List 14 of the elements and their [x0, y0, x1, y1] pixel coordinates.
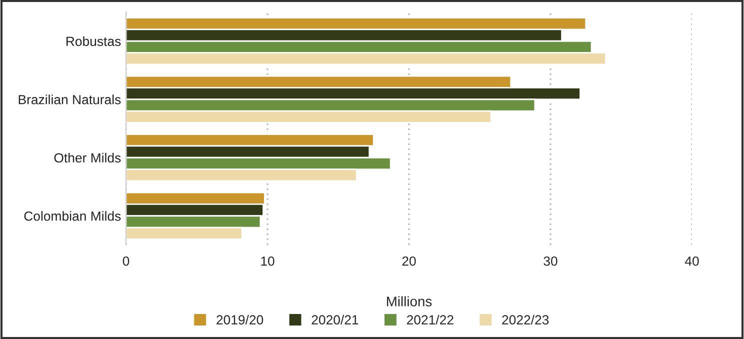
x-axis-title: Millions: [386, 296, 432, 306]
y-tick-label: Colombian Milds: [24, 211, 121, 221]
x-tick-label: 0: [122, 256, 130, 266]
y-tick-label: Other Milds: [54, 152, 121, 163]
legend-label: 2021/22: [406, 314, 454, 325]
legend-label: 2020/21: [312, 314, 358, 325]
y-tick-label: Robustas: [66, 36, 121, 46]
x-tick-label: 40: [684, 256, 699, 266]
legend-label: 2022/23: [502, 314, 549, 325]
y-tick-label: Brazilian Naturals: [18, 94, 121, 104]
x-tick-label: 20: [402, 256, 416, 266]
x-tick-label: 30: [544, 256, 558, 266]
x-tick-label: 10: [261, 256, 274, 266]
legend-label: 2019/20: [216, 314, 264, 325]
